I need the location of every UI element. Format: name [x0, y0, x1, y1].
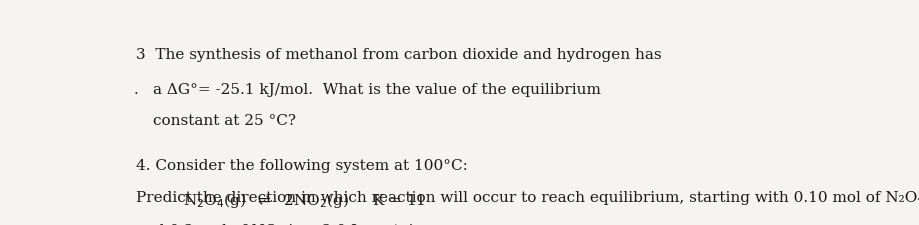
Text: 3  The synthesis of methanol from carbon dioxide and hydrogen has: 3 The synthesis of methanol from carbon …: [136, 48, 662, 62]
Text: Predict the direction in which reaction will occur to reach equilibrium, startin: Predict the direction in which reaction …: [136, 190, 919, 204]
Text: 4. Consider the following system at 100°C:: 4. Consider the following system at 100°…: [136, 159, 468, 173]
Text: constant at 25 °C?: constant at 25 °C?: [153, 114, 296, 128]
Text: a ΔG°= -25.1 kJ/mol.  What is the value of the equilibrium: a ΔG°= -25.1 kJ/mol. What is the value o…: [153, 82, 600, 96]
Text: and 0.2 mol of NO₂ in a 2.0 L container.: and 0.2 mol of NO₂ in a 2.0 L container.: [136, 223, 443, 225]
Text: .: .: [133, 82, 138, 96]
Text: N$_2$O$_4$(g)  $\rightleftharpoons$  2NO$_2$(g)     K = 11: N$_2$O$_4$(g) $\rightleftharpoons$ 2NO$_…: [183, 190, 425, 209]
